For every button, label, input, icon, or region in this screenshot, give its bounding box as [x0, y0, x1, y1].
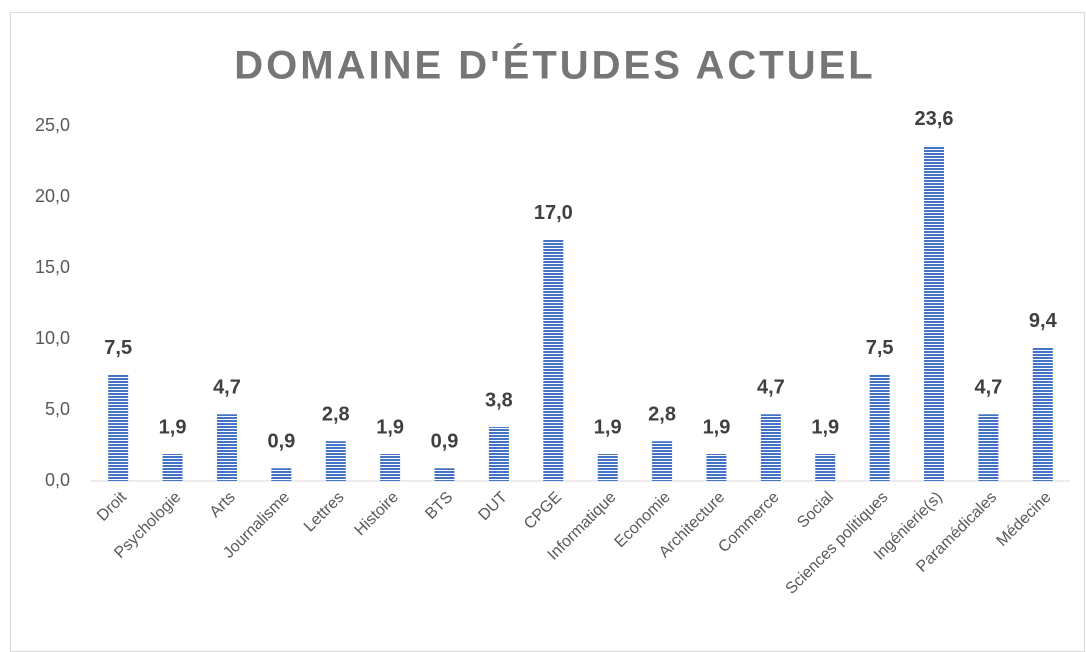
bar	[1032, 347, 1053, 481]
value-label: 4,7	[757, 377, 785, 399]
bar	[924, 145, 945, 481]
y-tick-label: 25,0	[35, 115, 70, 135]
bar	[162, 454, 183, 481]
y-tick-label: 5,0	[45, 399, 70, 419]
value-label: 1,9	[811, 416, 839, 438]
value-label: 2,8	[322, 404, 350, 426]
bar	[216, 414, 237, 481]
chart-title: DOMAINE D'ÉTUDES ACTUEL	[234, 43, 875, 88]
value-label: 1,9	[159, 416, 187, 438]
value-label: 17,0	[534, 202, 573, 224]
value-label: 9,4	[1029, 310, 1058, 332]
value-label: 4,7	[213, 377, 241, 399]
value-label: 0,9	[267, 431, 295, 453]
bar	[815, 454, 836, 481]
value-label: 1,9	[594, 416, 622, 438]
bar	[652, 441, 673, 481]
bar	[597, 454, 618, 481]
value-label: 2,8	[648, 404, 676, 426]
bar	[271, 468, 292, 481]
value-label: 0,9	[431, 431, 459, 453]
value-label: 1,9	[703, 416, 731, 438]
value-label: 7,5	[104, 337, 132, 359]
y-tick-label: 20,0	[35, 186, 70, 206]
bar	[869, 374, 890, 481]
value-label: 3,8	[485, 389, 513, 411]
bar	[434, 468, 455, 481]
bar	[978, 414, 999, 481]
value-label: 7,5	[866, 337, 894, 359]
bar	[380, 454, 401, 481]
bar	[108, 374, 129, 481]
value-label: 4,7	[975, 377, 1003, 399]
y-tick-label: 10,0	[35, 328, 70, 348]
bar	[488, 427, 509, 481]
y-tick-label: 15,0	[35, 257, 70, 277]
value-label: 23,6	[915, 108, 954, 130]
bar	[325, 441, 346, 481]
y-tick-label: 0,0	[45, 470, 70, 490]
bar	[706, 454, 727, 481]
bar	[760, 414, 781, 481]
value-label: 1,9	[376, 416, 404, 438]
bar	[543, 239, 564, 481]
